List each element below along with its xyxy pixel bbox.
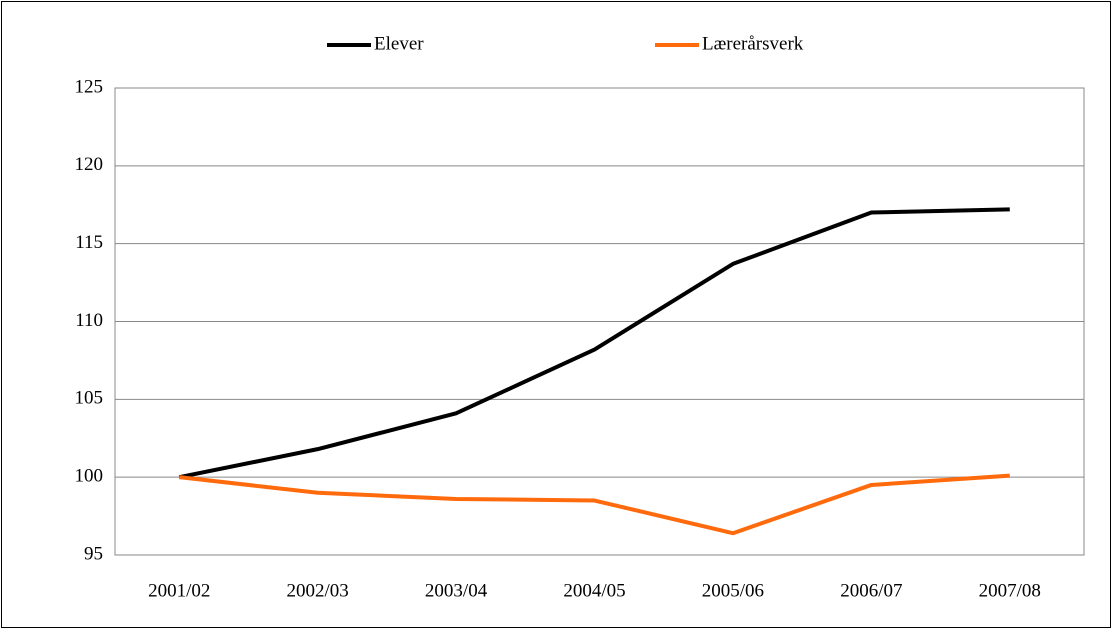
x-tick-label: 2002/03 [287,580,349,601]
x-tick-label: 2007/08 [979,580,1041,601]
x-tick-label: 2001/02 [148,580,210,601]
legend-label: Elever [374,33,424,54]
y-tick-label: 110 [75,310,103,331]
series-line [178,207,1010,480]
y-tick-label: 115 [75,232,103,253]
x-tick-label: 2003/04 [425,580,488,601]
y-tick-label: 120 [75,154,104,175]
y-tick-label: 105 [75,388,104,409]
x-tick-label: 2004/05 [563,580,625,601]
y-tick-label: 95 [84,543,103,564]
legend-label: Lærerårsverk [702,33,804,54]
x-tick-label: 2006/07 [840,580,902,601]
series-line [178,473,1010,536]
y-tick-label: 100 [75,466,104,487]
y-tick-label: 125 [75,76,104,97]
x-tick-label: 2005/06 [702,580,764,601]
